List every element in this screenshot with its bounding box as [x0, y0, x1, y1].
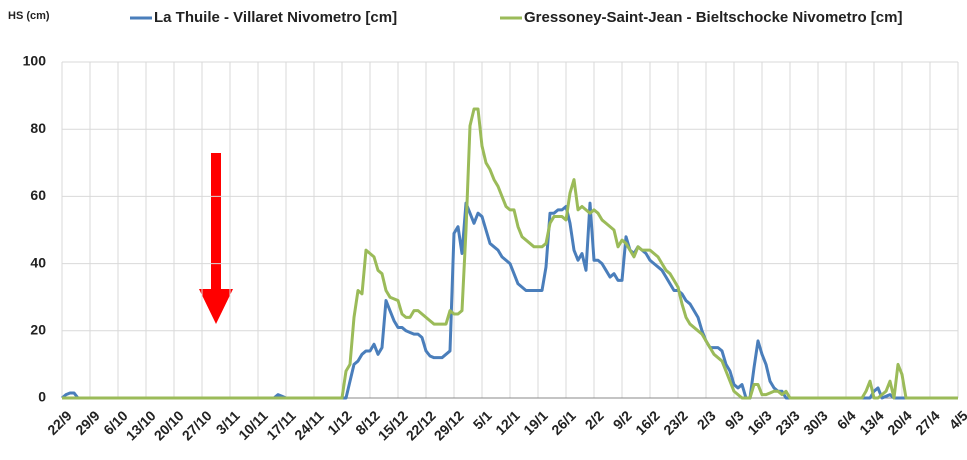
x-tick-label: 6/4 — [834, 407, 859, 432]
x-tick-label: 15/12 — [375, 407, 411, 443]
x-tick-label: 27/10 — [179, 407, 215, 443]
y-tick-label: 40 — [30, 254, 46, 270]
x-tick-label: 17/11 — [263, 407, 299, 443]
x-tick-label: 13/10 — [123, 407, 159, 443]
x-tick-label: 16/3 — [744, 407, 775, 438]
x-tick-label: 10/11 — [235, 407, 271, 443]
legend-label: La Thuile - Villaret Nivometro [cm] — [154, 9, 397, 26]
legend-item: Gressoney-Saint-Jean - Bieltschocke Nivo… — [500, 9, 902, 26]
x-tick-label: 2/3 — [694, 407, 719, 432]
x-tick-label: 9/2 — [610, 407, 635, 432]
x-tick-label: 23/2 — [660, 407, 691, 438]
x-tick-label: 26/1 — [548, 407, 579, 438]
x-tick-label: 20/4 — [884, 407, 915, 438]
x-tick-label: 1/12 — [324, 407, 355, 438]
x-tick-label: 13/4 — [856, 407, 887, 438]
series-line — [62, 107, 958, 400]
annotation-arrow — [199, 153, 233, 324]
x-tick-label: 4/5 — [946, 407, 967, 432]
x-tick-label: 9/3 — [722, 407, 747, 432]
x-tick-label: 19/1 — [520, 407, 551, 438]
y-tick-label: 100 — [23, 53, 47, 69]
x-tick-label: 20/10 — [151, 407, 187, 443]
y-tick-label: 80 — [30, 120, 46, 136]
x-tick-label: 22/9 — [44, 407, 75, 438]
x-tick-label: 16/2 — [632, 407, 663, 438]
x-tick-label: 22/12 — [403, 407, 439, 443]
y-tick-label: 20 — [30, 322, 46, 338]
legend-item: La Thuile - Villaret Nivometro [cm] — [130, 9, 397, 26]
x-tick-label: 12/1 — [492, 407, 523, 438]
y-tick-label: 60 — [30, 187, 46, 203]
x-tick-label: 2/2 — [582, 407, 607, 432]
x-tick-label: 27/4 — [912, 407, 943, 438]
x-tick-label: 23/3 — [772, 407, 803, 438]
y-tick-label: 0 — [38, 389, 46, 405]
x-tick-label: 24/11 — [291, 407, 327, 443]
y-axis-label: HS (cm) — [8, 10, 50, 22]
x-tick-label: 29/9 — [72, 407, 103, 438]
x-tick-label: 29/12 — [431, 407, 467, 443]
legend-label: Gressoney-Saint-Jean - Bieltschocke Nivo… — [524, 9, 902, 26]
x-tick-label: 5/1 — [470, 407, 495, 432]
x-tick-label: 30/3 — [800, 407, 831, 438]
